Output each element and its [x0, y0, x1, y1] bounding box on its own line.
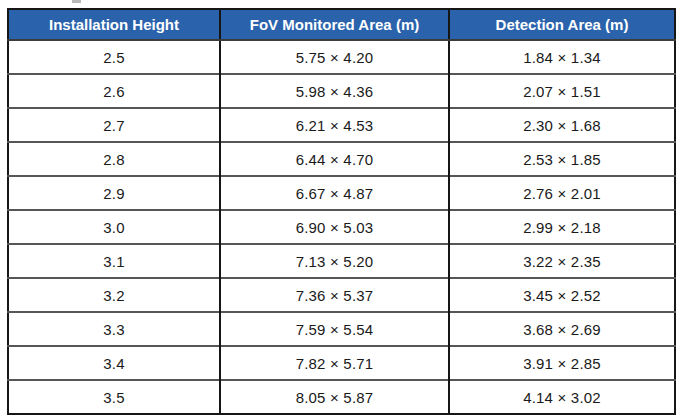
cell-installation-height: 3.1 — [8, 244, 220, 278]
cell-installation-height: 2.7 — [8, 108, 220, 142]
cell-fov-monitored-area: 5.98 × 4.36 — [220, 74, 449, 108]
table-row: 2.65.98 × 4.362.07 × 1.51 — [8, 74, 675, 108]
table-row: 2.86.44 × 4.702.53 × 1.85 — [8, 142, 675, 176]
cell-detection-area: 2.76 × 2.01 — [449, 176, 675, 210]
table-row: 3.17.13 × 5.203.22 × 2.35 — [8, 244, 675, 278]
cell-fov-monitored-area: 6.90 × 5.03 — [220, 210, 449, 244]
cell-detection-area: 3.91 × 2.85 — [449, 346, 675, 380]
cell-installation-height: 3.4 — [8, 346, 220, 380]
cell-detection-area: 2.53 × 1.85 — [449, 142, 675, 176]
header-row: Installation Height FoV Monitored Area (… — [8, 9, 675, 40]
installation-height-table: Installation Height FoV Monitored Area (… — [7, 8, 676, 415]
cell-fov-monitored-area: 7.82 × 5.71 — [220, 346, 449, 380]
cell-detection-area: 3.22 × 2.35 — [449, 244, 675, 278]
table-row: 2.96.67 × 4.872.76 × 2.01 — [8, 176, 675, 210]
table-row: 3.58.05 × 5.874.14 × 3.02 — [8, 380, 675, 414]
table-row: 2.76.21 × 4.532.30 × 1.68 — [8, 108, 675, 142]
cell-detection-area: 2.99 × 2.18 — [449, 210, 675, 244]
cell-detection-area: 2.07 × 1.51 — [449, 74, 675, 108]
cell-fov-monitored-area: 7.36 × 5.37 — [220, 278, 449, 312]
table-row: 2.55.75 × 4.201.84 × 1.34 — [8, 40, 675, 74]
table-row: 3.06.90 × 5.032.99 × 2.18 — [8, 210, 675, 244]
cell-detection-area: 2.30 × 1.68 — [449, 108, 675, 142]
column-header-fov-monitored-area: FoV Monitored Area (m) — [220, 9, 449, 40]
cropped-text-artifact — [72, 0, 81, 3]
table-header: Installation Height FoV Monitored Area (… — [8, 9, 675, 40]
column-header-detection-area: Detection Area (m) — [449, 9, 675, 40]
cell-detection-area: 3.45 × 2.52 — [449, 278, 675, 312]
table-row: 3.37.59 × 5.543.68 × 2.69 — [8, 312, 675, 346]
table-row: 3.47.82 × 5.713.91 × 2.85 — [8, 346, 675, 380]
cell-installation-height: 3.2 — [8, 278, 220, 312]
cell-installation-height: 3.3 — [8, 312, 220, 346]
cell-installation-height: 2.5 — [8, 40, 220, 74]
cell-installation-height: 2.8 — [8, 142, 220, 176]
cell-fov-monitored-area: 7.59 × 5.54 — [220, 312, 449, 346]
cell-detection-area: 1.84 × 1.34 — [449, 40, 675, 74]
cell-fov-monitored-area: 7.13 × 5.20 — [220, 244, 449, 278]
cell-detection-area: 4.14 × 3.02 — [449, 380, 675, 414]
table-row: 3.27.36 × 5.373.45 × 2.52 — [8, 278, 675, 312]
cell-installation-height: 2.6 — [8, 74, 220, 108]
cell-detection-area: 3.68 × 2.69 — [449, 312, 675, 346]
cell-installation-height: 3.0 — [8, 210, 220, 244]
table-body: 2.55.75 × 4.201.84 × 1.342.65.98 × 4.362… — [8, 40, 675, 414]
cell-installation-height: 3.5 — [8, 380, 220, 414]
cell-fov-monitored-area: 6.44 × 4.70 — [220, 142, 449, 176]
cell-installation-height: 2.9 — [8, 176, 220, 210]
cell-fov-monitored-area: 8.05 × 5.87 — [220, 380, 449, 414]
cell-fov-monitored-area: 6.21 × 4.53 — [220, 108, 449, 142]
cell-fov-monitored-area: 5.75 × 4.20 — [220, 40, 449, 74]
column-header-installation-height: Installation Height — [8, 9, 220, 40]
page: Installation Height FoV Monitored Area (… — [0, 0, 700, 420]
cell-fov-monitored-area: 6.67 × 4.87 — [220, 176, 449, 210]
